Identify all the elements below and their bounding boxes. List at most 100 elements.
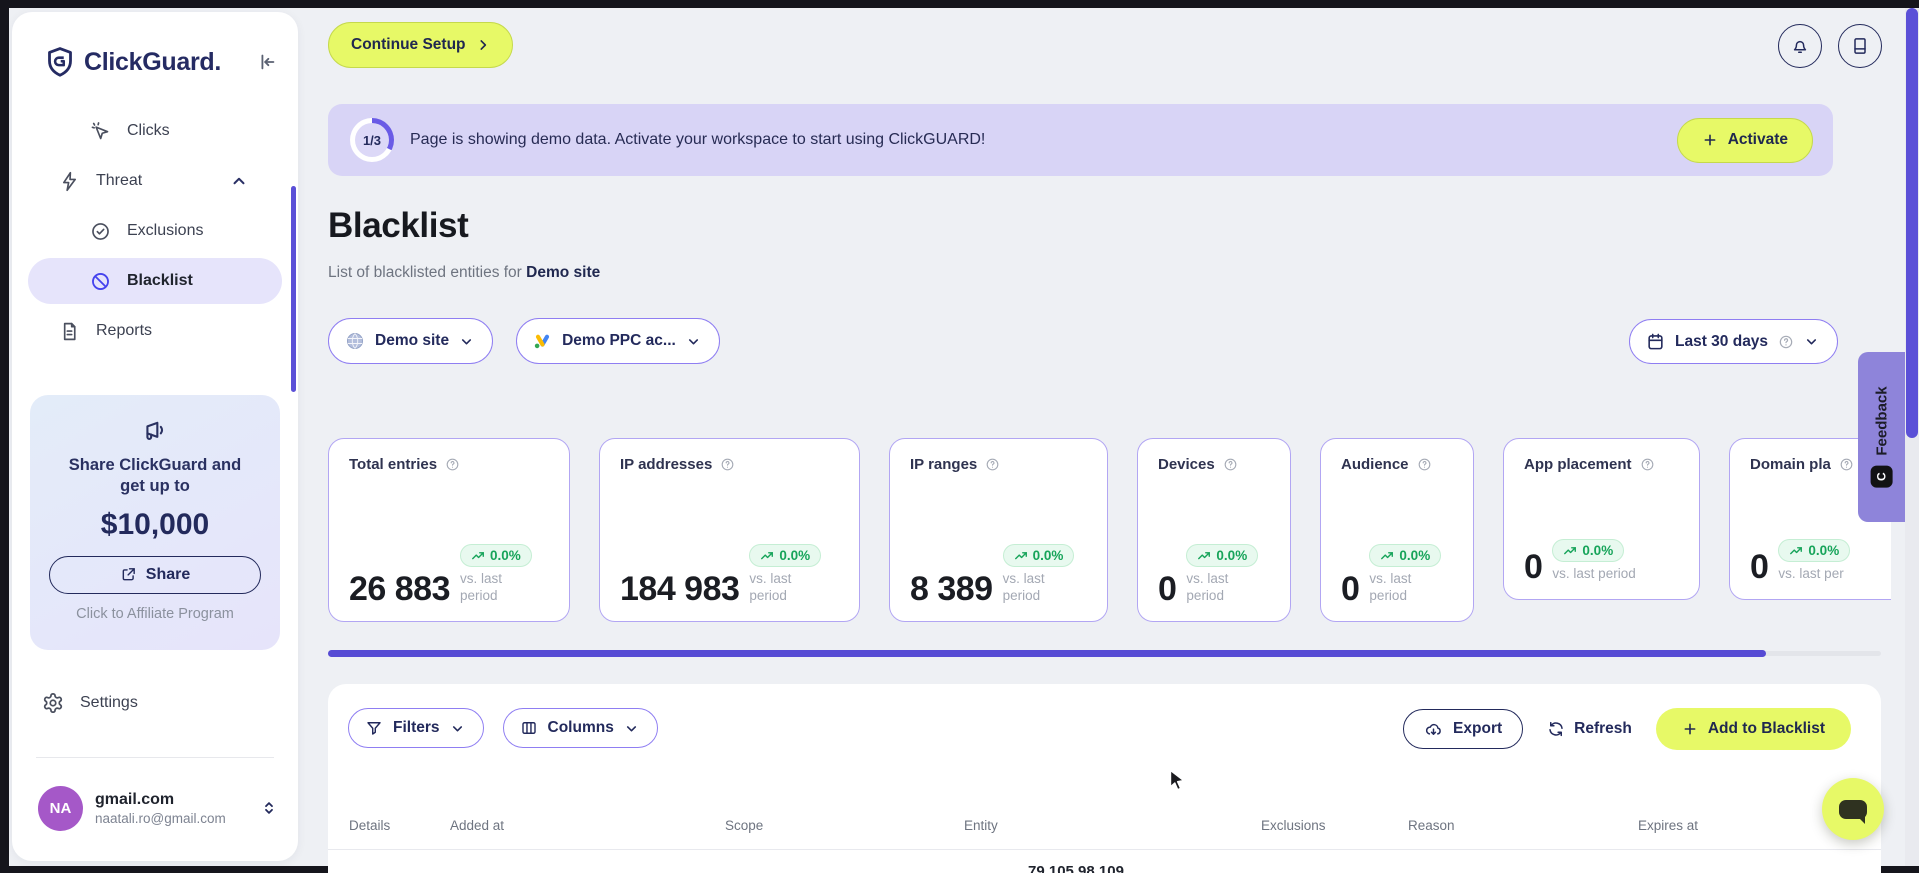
chevron-up-icon[interactable] <box>230 172 248 190</box>
cloud-download-icon <box>1424 720 1443 739</box>
site-selector[interactable]: Demo site <box>328 318 494 364</box>
chat-launcher-button[interactable] <box>1822 778 1884 840</box>
stat-card-ip-addresses: IP addresses 184 983 0.0% vs. last perio… <box>599 438 860 622</box>
lightning-icon <box>59 171 80 192</box>
trending-up-icon <box>471 549 485 563</box>
promo-amount: $10,000 <box>100 507 210 541</box>
delta-badge: 0.0% <box>1186 544 1259 568</box>
globe-icon <box>345 331 365 351</box>
sidebar-item-exclusions[interactable]: Exclusions <box>28 208 282 254</box>
refresh-button[interactable]: Refresh <box>1547 720 1632 738</box>
delta-value: 0.0% <box>779 548 811 564</box>
stat-note: vs. last period <box>1186 571 1229 604</box>
feedback-tab[interactable]: C Feedback <box>1858 352 1905 522</box>
columns-label: Columns <box>547 719 614 736</box>
google-ads-icon <box>533 332 552 351</box>
megaphone-icon <box>48 417 262 445</box>
help-circle-icon[interactable] <box>1839 457 1854 472</box>
table-header-row: Details Added at Scope Entity Exclusions… <box>328 818 1881 840</box>
stat-label: Devices <box>1158 456 1215 473</box>
stat-value: 0 <box>1750 547 1769 586</box>
activate-button[interactable]: Activate <box>1676 117 1813 163</box>
promo-title: Share ClickGuard and get up to <box>68 456 242 496</box>
delta-value: 0.0% <box>1032 548 1064 564</box>
account-switcher[interactable]: NA gmail.com naatali.ro@gmail.com <box>38 780 278 836</box>
ppc-account-selector[interactable]: Demo PPC ac... <box>516 318 720 364</box>
sidebar-item-clicks[interactable]: Clicks <box>28 108 282 154</box>
trending-up-icon <box>1380 549 1394 563</box>
scope-selectors: Demo site Demo PPC ac... <box>328 318 720 364</box>
share-button[interactable]: Share <box>49 555 261 594</box>
delta-badge: 0.0% <box>1369 544 1442 568</box>
sidebar-item-blacklist[interactable]: Blacklist <box>28 258 282 304</box>
book-icon <box>1850 36 1870 56</box>
table-toolbar-right: Export Refresh Add to Blacklist <box>1403 708 1851 750</box>
column-header-added-at[interactable]: Added at <box>450 818 505 833</box>
chevron-down-icon <box>624 721 639 736</box>
docs-button[interactable] <box>1838 24 1882 68</box>
stats-row: Total entries 26 883 0.0% vs. last perio… <box>328 438 1891 624</box>
stat-value: 0 <box>1341 569 1360 608</box>
help-circle-icon[interactable] <box>1778 334 1794 350</box>
affiliate-promo-card[interactable]: Share ClickGuard and get up to $10,000 S… <box>30 395 280 650</box>
setup-progress-step: 1/3 <box>355 123 389 157</box>
stat-label: Domain pla <box>1750 456 1831 473</box>
stat-label: IP addresses <box>620 456 713 473</box>
table-row[interactable]: 79.105.98.109 <box>328 863 1881 873</box>
vertical-scrollbar[interactable] <box>1905 8 1919 866</box>
sidebar-item-label: Blacklist <box>127 272 193 289</box>
help-circle-icon[interactable] <box>985 457 1000 472</box>
continue-setup-button[interactable]: Continue Setup <box>328 22 513 68</box>
stat-note: vs. last period <box>1369 571 1412 604</box>
vertical-scrollbar-thumb[interactable] <box>1906 8 1918 438</box>
trending-up-icon <box>1014 549 1028 563</box>
column-header-expires-at[interactable]: Expires at <box>1638 818 1699 833</box>
column-header-details[interactable]: Details <box>349 818 391 833</box>
delta-badge: 0.0% <box>1002 544 1075 568</box>
add-to-blacklist-button[interactable]: Add to Blacklist <box>1655 708 1851 750</box>
stat-value: 0 <box>1158 569 1177 608</box>
activate-label: Activate <box>1727 131 1788 148</box>
chevron-down-icon <box>686 334 701 349</box>
chevron-down-icon <box>459 334 474 349</box>
notifications-button[interactable] <box>1778 24 1822 68</box>
help-circle-icon[interactable] <box>1640 457 1655 472</box>
logo: ClickGuard. <box>12 12 298 78</box>
stat-card-audience: Audience 0 0.0% vs. last period <box>1320 438 1474 622</box>
help-circle-icon[interactable] <box>720 457 735 472</box>
column-header-scope[interactable]: Scope <box>725 818 764 833</box>
promo-note: Click to Affiliate Program <box>76 605 234 622</box>
stat-card-ip-ranges: IP ranges 8 389 0.0% vs. last period <box>889 438 1108 622</box>
help-circle-icon[interactable] <box>1417 457 1432 472</box>
account-email: naatali.ro@gmail.com <box>95 811 226 827</box>
help-circle-icon[interactable] <box>445 457 460 472</box>
sidebar-item-reports[interactable]: Reports <box>28 308 282 354</box>
stat-value: 0 <box>1524 547 1543 586</box>
sidebar: ClickGuard. Clicks Threat <box>12 12 298 861</box>
help-circle-icon[interactable] <box>1223 457 1238 472</box>
column-header-reason[interactable]: Reason <box>1408 818 1455 833</box>
workspace-name: gmail.com <box>95 790 175 808</box>
sidebar-item-threat[interactable]: Threat <box>28 158 282 204</box>
stat-value: 184 983 <box>620 569 740 608</box>
columns-dropdown[interactable]: Columns <box>502 708 658 748</box>
filters-dropdown[interactable]: Filters <box>348 708 484 748</box>
funnel-icon <box>365 719 383 737</box>
chevrons-up-down-icon <box>260 799 278 817</box>
add-to-blacklist-label: Add to Blacklist <box>1707 720 1825 737</box>
chevron-down-icon <box>450 721 465 736</box>
ban-icon <box>90 271 111 292</box>
collapse-sidebar-icon[interactable] <box>256 51 278 73</box>
sidebar-scrollbar-thumb[interactable] <box>291 186 296 392</box>
refresh-icon <box>1547 720 1565 738</box>
trending-up-icon <box>1563 544 1577 558</box>
export-button[interactable]: Export <box>1403 709 1524 749</box>
column-header-exclusions[interactable]: Exclusions <box>1261 818 1326 833</box>
stat-label: Audience <box>1341 456 1409 473</box>
delta-badge: 0.0% <box>749 544 822 568</box>
column-header-entity[interactable]: Entity <box>964 818 998 833</box>
account-info: gmail.com naatali.ro@gmail.com <box>95 790 226 826</box>
sidebar-item-settings[interactable]: Settings <box>42 680 138 726</box>
stats-scrollbar-thumb[interactable] <box>328 650 1766 657</box>
date-range-selector[interactable]: Last 30 days <box>1629 319 1839 364</box>
